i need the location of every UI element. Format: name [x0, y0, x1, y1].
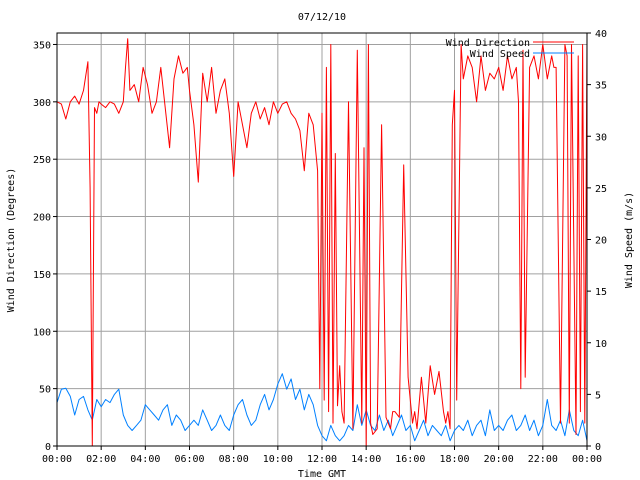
x-tick-label: 10:00	[263, 454, 293, 465]
y-tick-labels: 0 50 100 150 200 250 300 350	[33, 40, 51, 453]
y2-tick-label: 10	[595, 339, 607, 350]
x-tick-label: 12:00	[307, 454, 337, 465]
series-wind-speed	[56, 373, 588, 442]
y2-tick-label: 30	[595, 132, 607, 143]
y-tick-label: 250	[33, 155, 51, 166]
y-tick-label: 50	[39, 385, 51, 396]
x-tick-label: 14:00	[351, 454, 381, 465]
y-tick-label: 200	[33, 213, 51, 224]
x-tick-label: 00:00	[42, 454, 72, 465]
x-tick-label: 08:00	[219, 454, 249, 465]
y2-tick-label: 40	[595, 29, 607, 40]
x-tick-label: 16:00	[395, 454, 425, 465]
x-tick-labels: 00:00 02:00 04:00 06:00 08:00 10:00 12:00 14:00…	[42, 454, 602, 465]
x-tick-label: 06:00	[174, 454, 204, 465]
series-wind-direction	[56, 38, 588, 447]
y2-tick-label: 20	[595, 236, 607, 247]
tick-marks	[53, 32, 591, 450]
y-axis-label: Wind Direction (Degrees)	[6, 168, 17, 313]
y2-tick-labels: 0 5 10 15 20 25 30 35 40	[595, 29, 607, 453]
x-tick-label: 02:00	[86, 454, 116, 465]
y2-axis-label: Wind Speed (m/s)	[624, 192, 635, 288]
y-tick-label: 300	[33, 98, 51, 109]
x-tick-label: 04:00	[130, 454, 160, 465]
y-tick-label: 0	[45, 442, 51, 453]
grid	[57, 33, 587, 446]
legend-label-wind-speed: Wind Speed	[470, 49, 530, 60]
x-tick-label: 18:00	[439, 454, 469, 465]
y-tick-label: 350	[33, 40, 51, 51]
series-layer	[56, 38, 588, 447]
legend: Wind Direction Wind Speed	[446, 38, 574, 60]
x-tick-label: 22:00	[528, 454, 558, 465]
x-tick-label: 20:00	[484, 454, 514, 465]
x-tick-label: 00:00	[572, 454, 602, 465]
y2-tick-label: 25	[595, 184, 607, 195]
x-axis-label: Time GMT	[298, 469, 346, 480]
legend-label-wind-direction: Wind Direction	[446, 38, 530, 49]
y2-tick-label: 15	[595, 287, 607, 298]
y-tick-label: 150	[33, 270, 51, 281]
chart-title: 07/12/10	[298, 12, 346, 23]
y2-tick-label: 5	[595, 390, 601, 401]
y2-tick-label: 35	[595, 81, 607, 92]
y-tick-label: 100	[33, 327, 51, 338]
y2-tick-label: 0	[595, 442, 601, 453]
